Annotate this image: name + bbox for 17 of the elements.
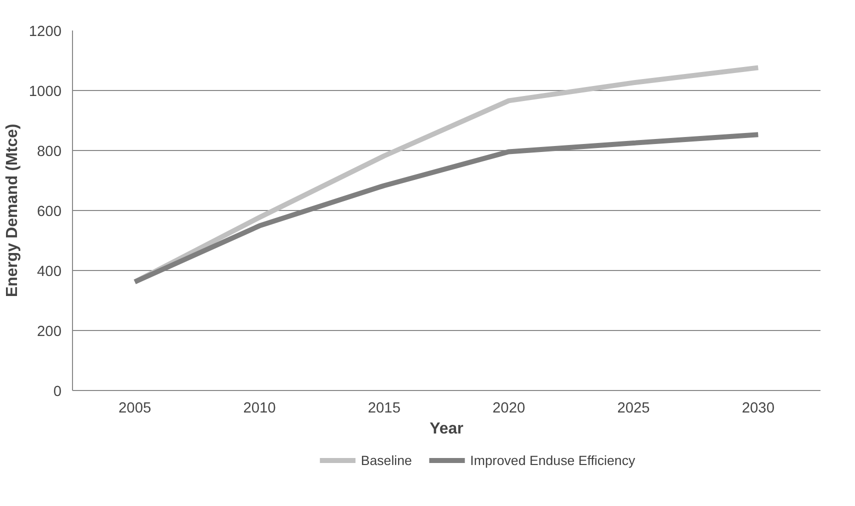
x-tick-label: 2005 bbox=[118, 400, 152, 416]
y-tick-label: 0 bbox=[53, 384, 62, 400]
y-tick-label: 600 bbox=[37, 204, 62, 220]
y-tick-label: 800 bbox=[37, 144, 62, 160]
y-axis-title: Energy Demand (Mtce) bbox=[4, 124, 21, 298]
y-tick-label: 400 bbox=[37, 264, 62, 280]
x-tick-label: 2010 bbox=[243, 400, 276, 416]
legend-label: Baseline bbox=[360, 453, 412, 468]
y-tick-label: 1200 bbox=[28, 24, 62, 40]
legend-label: Improved Enduse Efficiency bbox=[470, 453, 636, 468]
x-axis-title: Year bbox=[430, 420, 464, 438]
x-tick-label: 2025 bbox=[617, 400, 650, 416]
y-tick-label: 1000 bbox=[28, 84, 62, 100]
x-tick-label: 2020 bbox=[492, 400, 526, 416]
x-tick-label: 2015 bbox=[368, 400, 400, 416]
x-tick-label: 2030 bbox=[742, 400, 774, 416]
y-tick-label: 200 bbox=[37, 324, 62, 340]
